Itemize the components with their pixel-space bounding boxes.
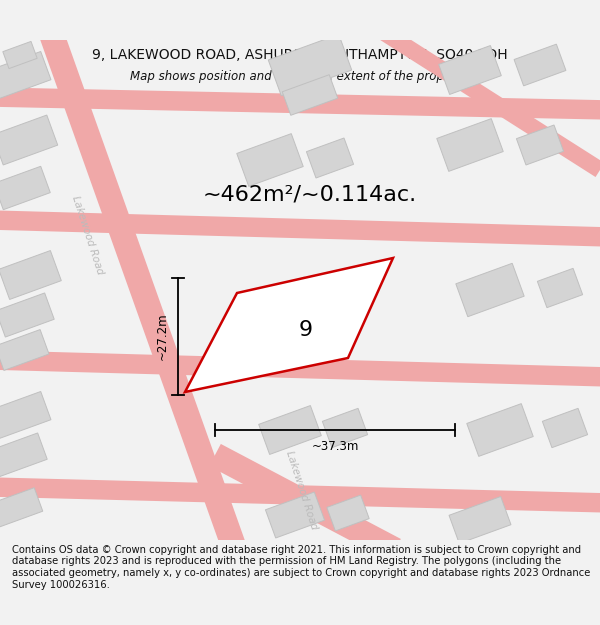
Text: 9, LAKEWOOD ROAD, ASHURST, SOUTHAMPTON, SO40 7DH: 9, LAKEWOOD ROAD, ASHURST, SOUTHAMPTON, … [92,48,508,62]
Polygon shape [0,51,51,99]
Polygon shape [265,492,325,538]
Polygon shape [0,391,51,439]
Polygon shape [0,251,61,299]
Polygon shape [0,329,49,371]
Polygon shape [514,44,566,86]
Polygon shape [237,134,303,186]
Polygon shape [437,119,503,171]
Polygon shape [185,258,393,392]
Polygon shape [439,46,502,94]
Polygon shape [467,404,533,456]
Polygon shape [0,488,43,528]
Text: 9: 9 [299,320,313,340]
Polygon shape [0,115,58,165]
Polygon shape [517,125,563,165]
Text: ~462m²/~0.114ac.: ~462m²/~0.114ac. [203,185,417,205]
Polygon shape [0,433,47,477]
Polygon shape [449,496,511,544]
Polygon shape [538,268,583,308]
Polygon shape [256,277,314,323]
Polygon shape [318,280,362,316]
Polygon shape [268,34,352,96]
Polygon shape [259,406,322,454]
Text: Map shows position and indicative extent of the property.: Map shows position and indicative extent… [130,70,470,82]
Text: ~27.2m: ~27.2m [155,312,169,360]
Polygon shape [307,138,353,178]
Text: Contains OS data © Crown copyright and database right 2021. This information is : Contains OS data © Crown copyright and d… [12,545,590,589]
Polygon shape [282,75,338,115]
Polygon shape [3,41,37,69]
Polygon shape [0,293,54,337]
Text: Lakewood Road: Lakewood Road [71,194,106,276]
Polygon shape [542,408,587,447]
Polygon shape [322,408,368,447]
Polygon shape [456,263,524,317]
Text: Lakewood Road: Lakewood Road [284,449,319,531]
Polygon shape [327,495,369,531]
Text: ~37.3m: ~37.3m [311,441,359,454]
Polygon shape [0,166,50,210]
